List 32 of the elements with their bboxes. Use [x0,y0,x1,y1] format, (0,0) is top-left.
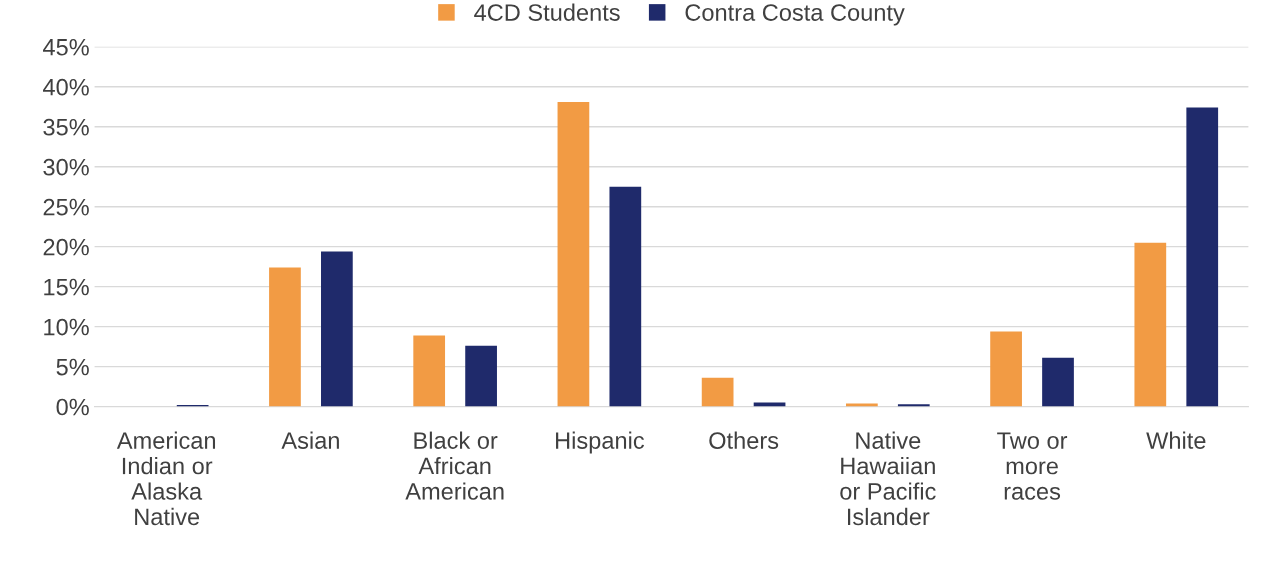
y-tick-label: 30% [43,158,89,176]
bar [846,403,878,407]
bar [269,267,301,407]
x-tick-label: Native Hawaiian or Pacific Islander [840,431,936,526]
bar [321,251,353,407]
x-tick-label: Others [709,431,779,449]
bar [609,186,642,407]
bar [413,335,446,407]
bar [465,345,497,407]
legend-label: 4CD Students [474,3,620,21]
y-tick-label: 5% [56,358,89,376]
y-tick-label: 35% [43,118,89,136]
bar [701,377,734,407]
bar [557,101,590,407]
bar [1042,357,1074,407]
y-tick-label: 40% [43,78,89,96]
y-tick-label: 15% [44,278,89,296]
x-tick-label: Two or more races [997,432,1068,500]
x-tick-label: Asian [281,431,339,449]
y-tick-label: 10% [44,318,89,336]
y-tick-label: 45% [43,38,89,56]
bar [1134,242,1167,407]
legend-label: Contra Costa County [685,4,905,26]
y-tick-label: 25% [43,198,89,216]
x-tick-label: Black or African American [405,431,504,500]
x-tick-label: White [1146,431,1206,449]
x-tick-label: Hispanic [556,431,645,454]
bar [1186,107,1219,407]
y-tick-label: 20% [43,238,89,256]
bar [990,331,1022,407]
x-tick-label: American Indian or Alaska Native [116,431,216,526]
y-tick-label: 0% [56,398,89,416]
